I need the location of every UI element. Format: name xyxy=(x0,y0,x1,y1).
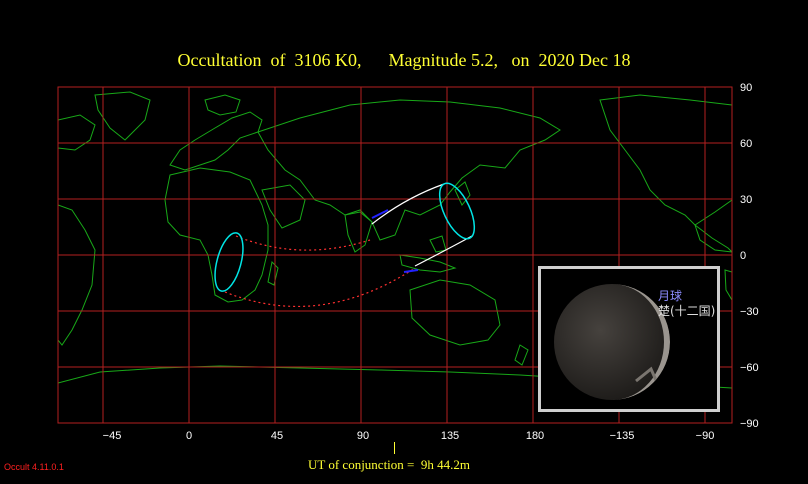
page-title: Occultation of 3106 K0, Magnitude 5.2, o… xyxy=(177,50,631,70)
lat-tick-0: 0 xyxy=(740,250,747,262)
lon-tick-minus135: −135 xyxy=(609,430,635,442)
lon-tick-0: 0 xyxy=(185,430,193,442)
dashed-limit-lines xyxy=(224,235,416,307)
lon-tick-135: 135 xyxy=(440,430,460,442)
moon-disk xyxy=(554,284,670,400)
moon-label: 月球 xyxy=(658,289,683,303)
start-limit-ellipse xyxy=(214,232,244,292)
lat-tick-minus60: −60 xyxy=(740,362,759,374)
lon-tick-minus90: −90 xyxy=(695,430,715,442)
end-limit-ellipse xyxy=(438,182,476,240)
star-label: 楚(十二国) xyxy=(658,304,716,318)
moon-inset: 月球 楚(十二国) xyxy=(538,266,720,412)
track-start-mark xyxy=(371,209,389,219)
lat-tick-minus90: −90 xyxy=(740,418,759,430)
lon-tick-90: 90 xyxy=(356,430,370,442)
lon-tick-180: 180 xyxy=(525,430,545,442)
lat-tick-30: 30 xyxy=(740,194,753,206)
lat-tick-60: 60 xyxy=(740,138,753,150)
track-end-mark xyxy=(403,269,419,273)
moon-phase-graphic xyxy=(554,284,670,400)
lat-tick-minus30: −30 xyxy=(740,306,759,318)
lat-tick-90: 90 xyxy=(740,82,753,94)
conjunction-time: UT of conjunction = 9h 44.2m xyxy=(308,457,470,472)
conjunction-marker xyxy=(394,442,395,454)
track-limit-lines xyxy=(371,183,473,267)
lon-tick-minus45: −45 xyxy=(102,430,122,442)
lon-tick-45: 45 xyxy=(270,430,284,442)
version-label: Occult 4.11.0.1 xyxy=(4,462,64,472)
